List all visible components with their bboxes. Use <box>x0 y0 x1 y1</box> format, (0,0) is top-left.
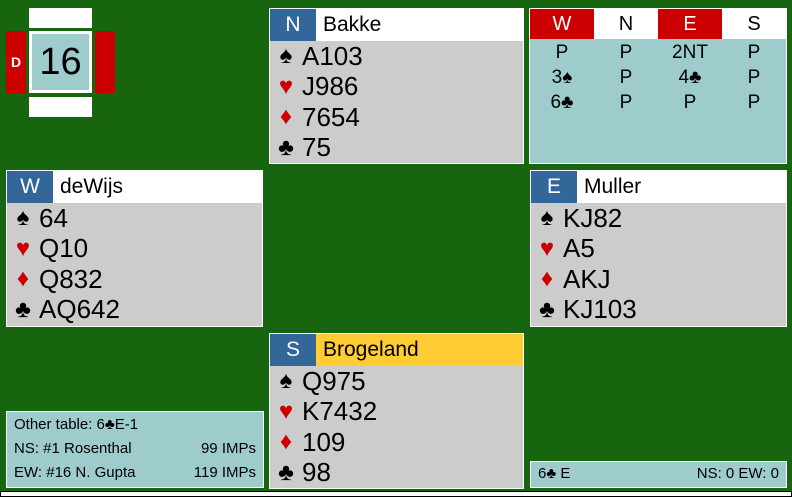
spade-icon: ♠ <box>16 204 30 232</box>
cards: Q975 <box>302 365 366 396</box>
hearts-row: ♥ Q10 <box>7 233 262 265</box>
ns-imps: 99 IMPs <box>200 440 256 457</box>
tricks-score: NS: 0 EW: 0 <box>696 465 779 482</box>
cards: 64 <box>39 202 68 233</box>
spade-icon: ♠ <box>279 367 293 395</box>
cards: AKJ <box>563 263 611 294</box>
cards: 7654 <box>302 101 360 132</box>
club-icon: ♣ <box>15 295 31 323</box>
spades-row: ♠ 64 <box>7 203 262 234</box>
club-icon: ♣ <box>278 458 294 486</box>
clubs-row: ♣ 98 <box>270 457 523 489</box>
bid: 2NT <box>672 42 708 63</box>
cards: 109 <box>302 426 346 457</box>
clubs-row: ♣ 75 <box>270 132 523 164</box>
ns-team: NS: #1 Rosenthal <box>14 440 132 457</box>
player-name-active: Brogeland <box>316 334 523 366</box>
match-info: Other table: 6♣E-1 NS: #1 Rosenthal 99 IM… <box>6 411 264 488</box>
seat-badge: E <box>531 171 577 203</box>
south-hand: S Brogeland ♠ Q975 ♥ K7432 ♦ 109 ♣ 98 <box>269 333 524 489</box>
club-icon: ♣ <box>539 295 555 323</box>
heart-icon: ♥ <box>15 234 31 262</box>
bid-header-w: W <box>530 9 594 39</box>
seat-badge: W <box>7 171 53 203</box>
bid: 6♣ <box>550 92 574 113</box>
board-number: 16 <box>29 31 92 93</box>
bid: P <box>747 42 761 63</box>
ew-team: EW: #16 N. Gupta <box>14 464 136 481</box>
bid: P <box>555 42 569 63</box>
spade-icon: ♠ <box>279 42 293 70</box>
cards: A103 <box>302 40 363 71</box>
player-name: Muller <box>584 175 642 198</box>
diamond-icon: ♦ <box>16 265 30 293</box>
clubs-row: ♣ AQ642 <box>7 294 262 326</box>
bid: 3♠ <box>551 67 573 88</box>
south-vulnerability-bar <box>29 97 92 117</box>
other-table-result: Other table: 6♣E-1 <box>14 416 139 433</box>
bid: P <box>747 92 761 113</box>
cards: KJ103 <box>563 294 637 325</box>
seat-badge: N <box>270 9 316 41</box>
spades-row: ♠ A103 <box>270 41 523 72</box>
bid-header-n: N <box>594 9 658 39</box>
east-hand: E Muller ♠ KJ82 ♥ A5 ♦ AKJ ♣ KJ103 <box>530 170 787 327</box>
west-vulnerability-bar: D <box>6 31 26 93</box>
bid: 4♣ <box>678 67 702 88</box>
cards: Q10 <box>39 233 89 264</box>
diamonds-row: ♦ AKJ <box>531 264 786 295</box>
heart-icon: ♥ <box>539 234 555 262</box>
bid-row: P P 2NT P <box>530 40 786 65</box>
player-name: deWijs <box>60 175 124 198</box>
bid-row: 6♣ P P P <box>530 90 786 115</box>
diamonds-row: ♦ Q832 <box>7 264 262 295</box>
diamond-icon: ♦ <box>540 265 554 293</box>
bidding-header: W N E S <box>530 9 786 39</box>
seat-badge: S <box>270 334 316 366</box>
cards: Q832 <box>39 263 103 294</box>
diamond-icon: ♦ <box>279 103 293 131</box>
north-vulnerability-bar <box>29 8 92 28</box>
hearts-row: ♥ A5 <box>531 233 786 265</box>
cards: J986 <box>302 71 359 102</box>
hearts-row: ♥ K7432 <box>270 396 523 428</box>
player-name: Bakke <box>323 13 382 36</box>
heart-icon: ♥ <box>278 72 294 100</box>
bid-header-e: E <box>658 9 722 39</box>
contract-box: 6♣ E NS: 0 EW: 0 <box>530 461 787 488</box>
hearts-row: ♥ J986 <box>270 71 523 103</box>
cards: 98 <box>302 457 331 488</box>
heart-icon: ♥ <box>278 397 294 425</box>
spade-icon: ♠ <box>540 204 554 232</box>
ew-imps: 119 IMPs <box>193 464 256 481</box>
diamonds-row: ♦ 7654 <box>270 102 523 133</box>
spades-row: ♠ KJ82 <box>531 203 786 234</box>
north-hand: N Bakke ♠ A103 ♥ J986 ♦ 7654 ♣ 75 <box>269 8 524 164</box>
diamonds-row: ♦ 109 <box>270 427 523 458</box>
contract: 6♣ E <box>538 465 571 482</box>
bid: P <box>747 67 761 88</box>
cards: A5 <box>563 233 595 264</box>
bid: P <box>619 92 633 113</box>
cards: KJ82 <box>563 202 623 233</box>
bottom-bar <box>0 491 792 497</box>
club-icon: ♣ <box>278 133 294 161</box>
spades-row: ♠ Q975 <box>270 366 523 397</box>
bid: P <box>619 42 633 63</box>
diamond-icon: ♦ <box>279 428 293 456</box>
cards: 75 <box>302 132 331 163</box>
cards: AQ642 <box>39 294 120 325</box>
bid-header-s: S <box>722 9 786 39</box>
bid-row: 3♠ P 4♣ P <box>530 65 786 90</box>
bidding-box: W N E S P P 2NT P 3♠ P 4♣ P 6♣ P P P <box>529 8 787 164</box>
bid: P <box>683 92 697 113</box>
cards: K7432 <box>302 396 378 427</box>
bid: P <box>619 67 633 88</box>
east-vulnerability-bar <box>95 31 115 93</box>
dealer-marker: D <box>10 54 22 70</box>
clubs-row: ♣ KJ103 <box>531 294 786 326</box>
